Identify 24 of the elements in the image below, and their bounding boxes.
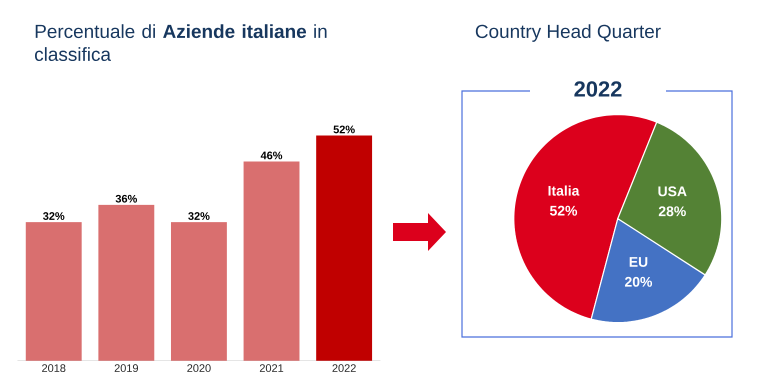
x-tick-label: 2020: [187, 364, 211, 372]
data-label: 36%: [116, 194, 137, 203]
x-tick-label: 2022: [332, 364, 356, 372]
bar: [98, 204, 154, 361]
slice-label: USA: [658, 186, 687, 196]
data-label: 52%: [550, 206, 578, 216]
chart-title: Percentuale di Aziende italiane in classifica: [35, 24, 326, 62]
bar: [26, 222, 82, 361]
data-label: 32%: [188, 212, 210, 220]
bar: [170, 222, 227, 361]
bar: [316, 136, 372, 361]
data-label: 20%: [624, 276, 652, 287]
x-tick-label: 2019: [114, 364, 138, 372]
data-label: 52%: [334, 126, 355, 134]
x-tick-label: 2021: [260, 364, 284, 372]
data-label: 32%: [43, 212, 64, 220]
slice-label: Italia: [548, 185, 580, 196]
chart-subtitle: 2022: [574, 81, 622, 97]
slice-label: EU: [630, 257, 648, 267]
x-tick-label: 2018: [42, 364, 66, 372]
chart-title: Country Head Quarter: [476, 24, 661, 42]
data-label: 46%: [260, 152, 282, 160]
data-label: 28%: [658, 206, 686, 216]
bar: [244, 162, 300, 361]
